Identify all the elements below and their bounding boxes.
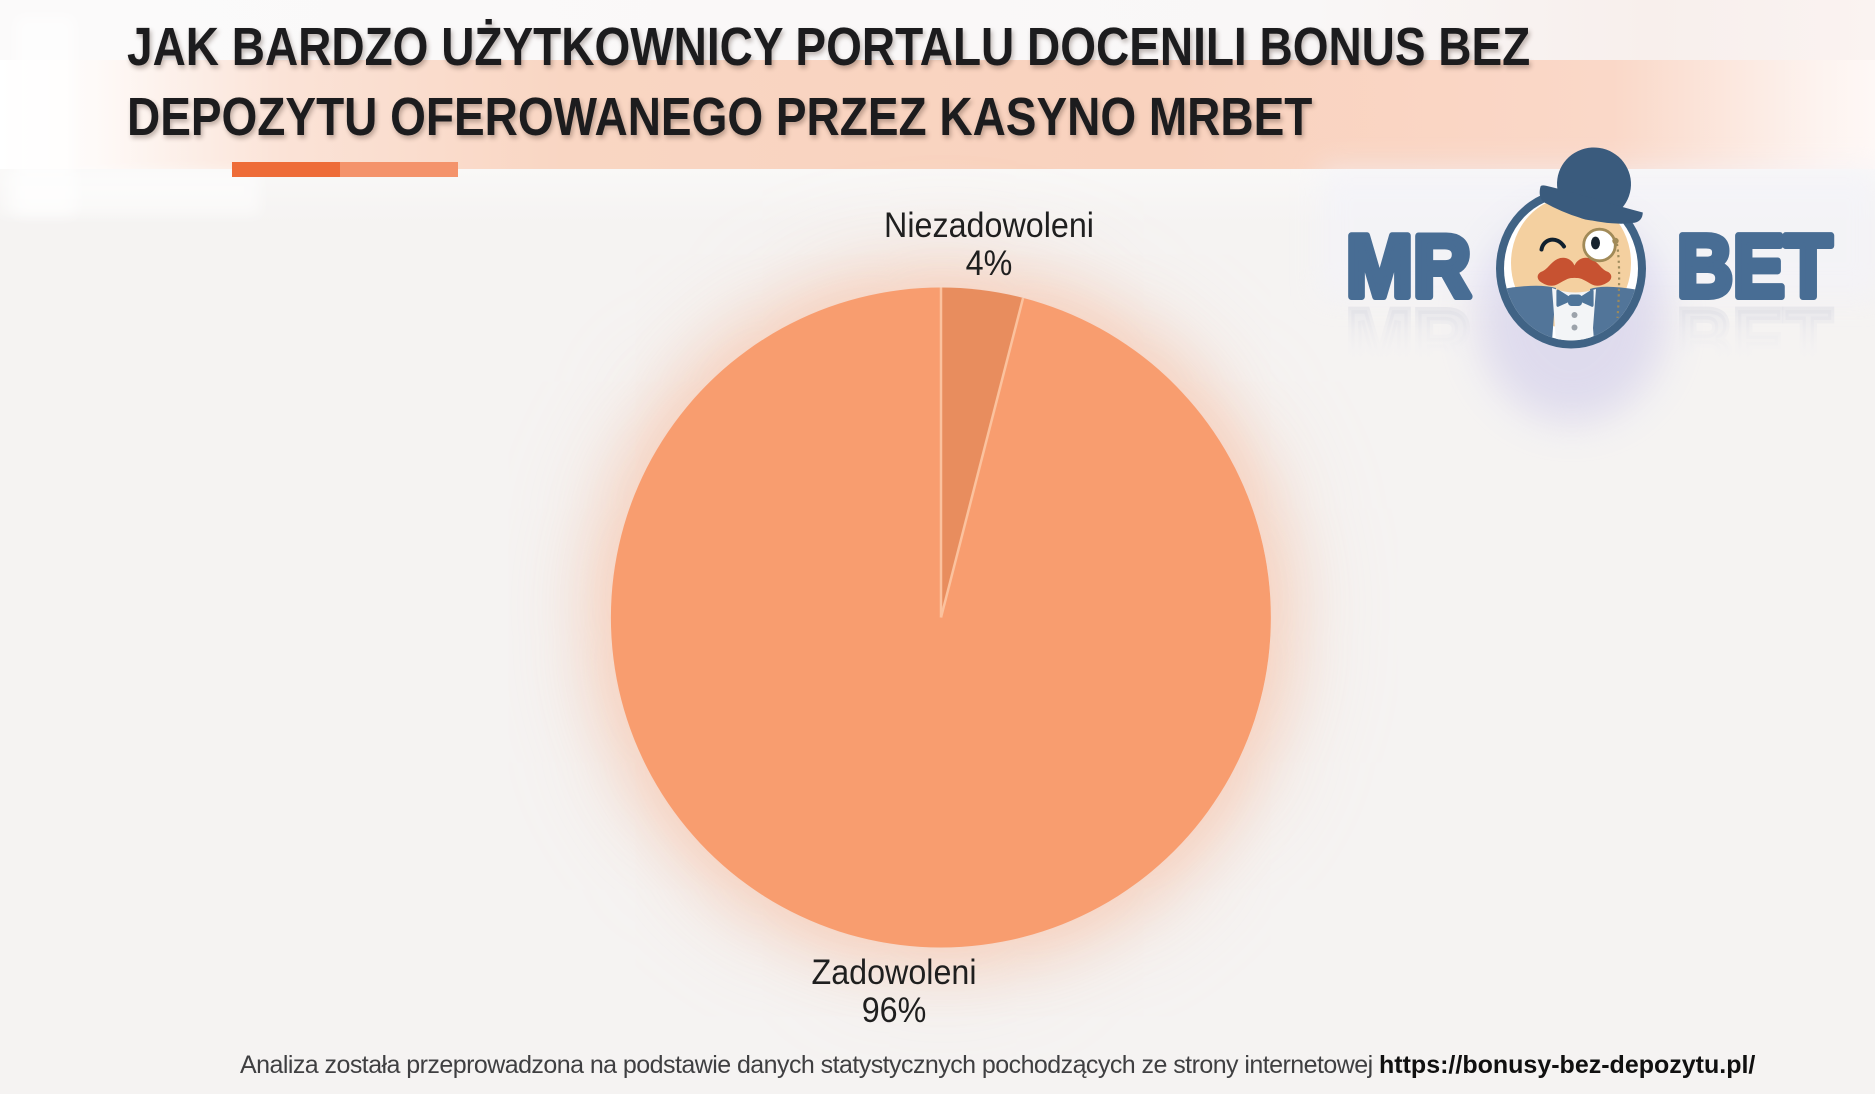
svg-text:MR: MR xyxy=(1346,217,1471,316)
svg-text:MR: MR xyxy=(1346,291,1471,390)
svg-text:BET: BET xyxy=(1677,291,1832,390)
svg-text:BET: BET xyxy=(1677,217,1832,316)
